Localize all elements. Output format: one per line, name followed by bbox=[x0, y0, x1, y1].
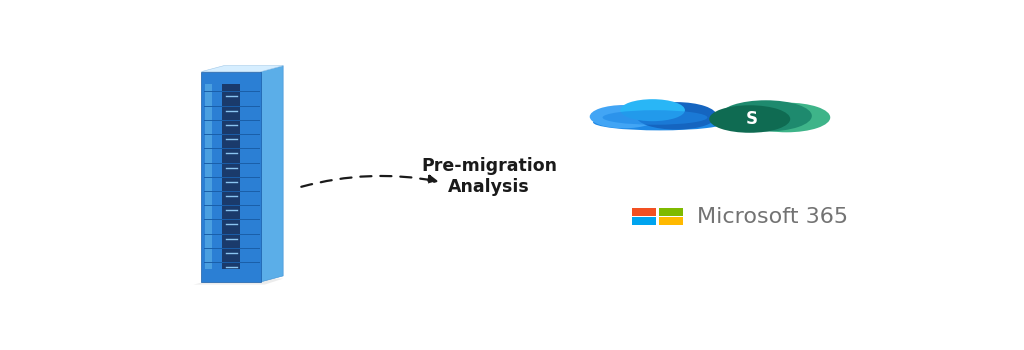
Circle shape bbox=[710, 105, 791, 133]
Polygon shape bbox=[194, 279, 284, 285]
Text: Microsoft 365: Microsoft 365 bbox=[697, 207, 848, 227]
Bar bbox=[632, 217, 655, 225]
Ellipse shape bbox=[593, 114, 726, 131]
Circle shape bbox=[720, 100, 812, 132]
Polygon shape bbox=[202, 66, 284, 72]
Bar bbox=[658, 217, 683, 225]
Text: S: S bbox=[746, 110, 758, 128]
Bar bbox=[205, 84, 212, 269]
Circle shape bbox=[621, 99, 685, 121]
Bar bbox=[658, 208, 683, 216]
Bar bbox=[222, 84, 240, 269]
Ellipse shape bbox=[602, 110, 708, 125]
Polygon shape bbox=[261, 66, 284, 282]
Circle shape bbox=[636, 102, 717, 130]
Bar bbox=[202, 72, 261, 282]
Circle shape bbox=[590, 105, 658, 128]
Circle shape bbox=[742, 103, 830, 132]
Text: Pre-migration
Analysis: Pre-migration Analysis bbox=[421, 158, 557, 196]
Bar bbox=[632, 208, 655, 216]
